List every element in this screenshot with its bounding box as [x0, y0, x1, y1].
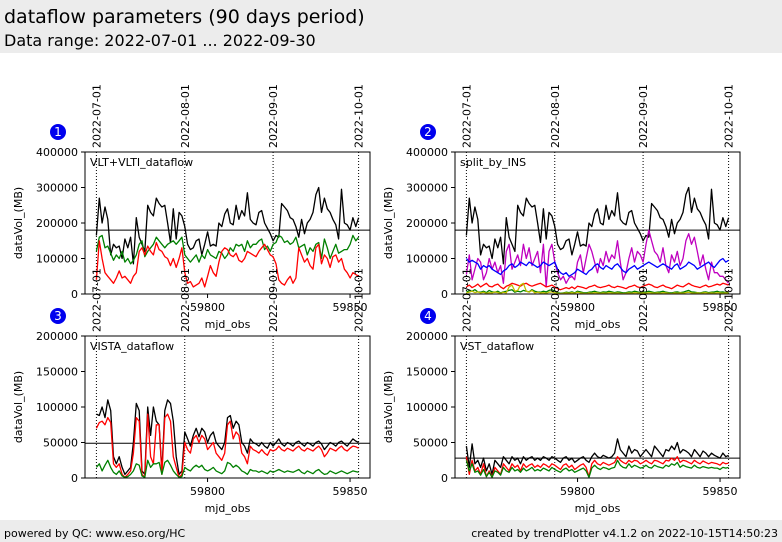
- footer-powered-by: powered by QC: www.eso.org/HC: [4, 527, 186, 540]
- series-line-magenta: [465, 229, 730, 288]
- y-axis-label: dataVol_(MB): [12, 371, 25, 443]
- panel-badge: [420, 308, 436, 324]
- axes-frame: [84, 335, 371, 479]
- date-marker-label: 2022-07-01: [460, 84, 473, 148]
- panel-title: split_by_INS: [460, 156, 526, 169]
- date-marker-label: 2022-10-01: [353, 84, 366, 148]
- x-tick-label: 59850: [703, 301, 738, 314]
- data-range: Data range: 2022-07-01 ... 2022-09-30: [4, 31, 316, 50]
- panel-title: VLT+VLTI_dataflow: [90, 156, 193, 169]
- date-marker-label: 2022-10-01: [353, 268, 366, 332]
- date-marker-label: 2022-09-01: [637, 268, 650, 332]
- footer-created-by: created by trendPlotter v4.1.2 on 2022-1…: [471, 527, 778, 540]
- y-tick-label: 200000: [36, 217, 78, 230]
- series-line-red: [466, 282, 729, 291]
- x-tick-label: 59850: [703, 485, 738, 498]
- y-tick-label: 300000: [406, 182, 448, 195]
- panel-badge-number: 3: [54, 309, 62, 323]
- series-line-green: [95, 234, 360, 265]
- y-tick-label: 0: [441, 472, 448, 485]
- chart-panel-3: 3 2022-07-01 2022-08-01 2022-09-01 2022-10-0…: [12, 268, 371, 515]
- y-axis-label: dataVol_(MB): [382, 371, 395, 443]
- y-tick-label: 300000: [36, 182, 78, 195]
- y-tick-label: 100000: [406, 253, 448, 266]
- page-header: dataflow parameters (90 days period) Dat…: [0, 0, 782, 53]
- panel-title: VISTA_dataflow: [90, 340, 174, 353]
- x-axis-label: mjd_obs: [575, 318, 621, 331]
- y-tick-label: 200000: [406, 330, 448, 343]
- date-marker-label: 2022-07-01: [90, 84, 103, 148]
- y-tick-label: 200000: [406, 217, 448, 230]
- date-marker-label: 2022-08-01: [179, 84, 192, 148]
- series-line-black: [465, 186, 730, 265]
- series-line-red: [95, 240, 359, 288]
- series-line-green: [95, 459, 359, 478]
- y-axis-label: dataVol_(MB): [12, 187, 25, 259]
- x-tick-label: 59800: [560, 485, 595, 498]
- date-marker-label: 2022-07-01: [460, 268, 473, 332]
- y-tick-label: 400000: [406, 146, 448, 159]
- y-tick-label: 50000: [43, 437, 78, 450]
- date-marker-label: 2022-10-01: [723, 84, 736, 148]
- x-axis-label: mjd_obs: [575, 502, 621, 515]
- panel-badge-number: 2: [424, 125, 432, 139]
- x-tick-label: 59800: [560, 301, 595, 314]
- panel-badge: [50, 124, 66, 140]
- x-axis-label: mjd_obs: [205, 502, 251, 515]
- y-axis-label: dataVol_(MB): [382, 187, 395, 259]
- date-marker-label: 2022-10-01: [723, 268, 736, 332]
- y-tick-label: 0: [441, 288, 448, 301]
- chart-panel-2: 2 2022-07-01 2022-08-01 2022-09-01 2022-10-0…: [382, 84, 741, 331]
- y-tick-label: 0: [71, 472, 78, 485]
- panel-title: VST_dataflow: [460, 340, 534, 353]
- x-tick-label: 59850: [333, 301, 368, 314]
- series-line-blue: [465, 257, 729, 277]
- page-title: dataflow parameters (90 days period): [4, 6, 365, 28]
- series-line-green: [466, 289, 729, 294]
- series-line-red: [465, 456, 729, 478]
- y-tick-label: 0: [71, 288, 78, 301]
- y-tick-label: 100000: [406, 401, 448, 414]
- x-axis-label: mjd_obs: [205, 318, 251, 331]
- chart-panel-1: 1 2022-07-01 2022-08-01 2022-09-01 2022-10-0…: [12, 84, 371, 331]
- y-tick-label: 100000: [36, 401, 78, 414]
- plots-area: 1 2022-07-01 2022-08-01 2022-09-01 2022-10-0…: [12, 84, 741, 515]
- x-tick-label: 59850: [333, 485, 368, 498]
- panel-badge-number: 1: [54, 125, 62, 139]
- panel-badge-number: 4: [424, 309, 432, 323]
- date-marker-label: 2022-09-01: [637, 84, 650, 148]
- date-marker-label: 2022-07-01: [90, 268, 103, 332]
- series-line-red: [95, 413, 359, 478]
- chart-panel-4: 4 2022-07-01 2022-08-01 2022-09-01 2022-10-0…: [382, 268, 741, 515]
- page-footer: powered by QC: www.eso.org/HC created by…: [0, 520, 782, 542]
- panel-badge: [420, 124, 436, 140]
- x-tick-label: 59800: [190, 301, 225, 314]
- y-tick-label: 100000: [36, 253, 78, 266]
- y-tick-label: 200000: [36, 330, 78, 343]
- date-marker-label: 2022-08-01: [549, 268, 562, 332]
- series-line-green: [465, 459, 729, 478]
- x-tick-label: 59800: [190, 485, 225, 498]
- series-line-black: [95, 186, 360, 265]
- y-tick-label: 400000: [36, 146, 78, 159]
- y-tick-label: 150000: [406, 366, 448, 379]
- date-marker-label: 2022-09-01: [267, 268, 280, 332]
- axes-frame: [84, 151, 371, 295]
- y-tick-label: 50000: [413, 437, 448, 450]
- series-line-black: [465, 438, 729, 476]
- date-marker-label: 2022-09-01: [267, 84, 280, 148]
- y-tick-label: 150000: [36, 366, 78, 379]
- date-marker-label: 2022-08-01: [549, 84, 562, 148]
- panel-badge: [50, 308, 66, 324]
- series-line-yellow: [466, 282, 729, 295]
- date-marker-label: 2022-08-01: [179, 268, 192, 332]
